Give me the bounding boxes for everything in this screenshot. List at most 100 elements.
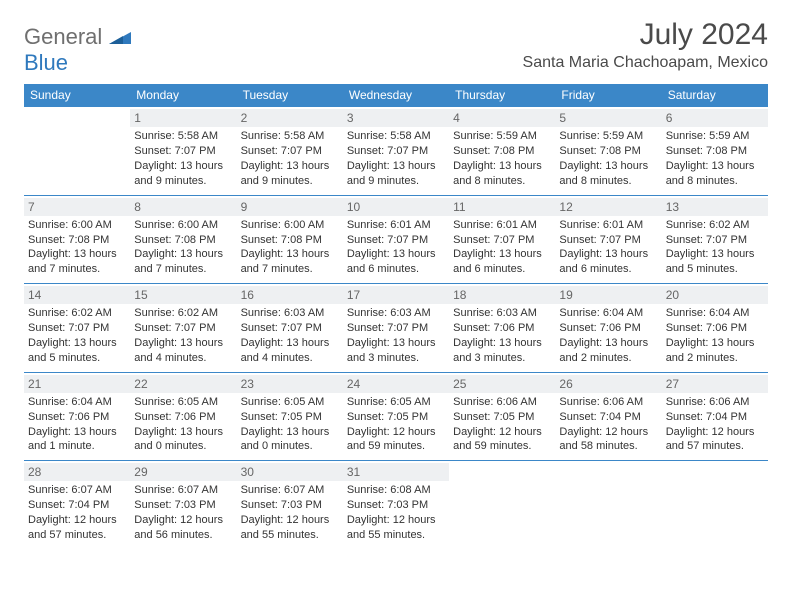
calendar-cell: 3Sunrise: 5:58 AMSunset: 7:07 PMDaylight…	[343, 107, 449, 196]
day-number: 27	[662, 375, 768, 393]
sunrise-text: Sunrise: 6:07 AM	[241, 483, 339, 498]
day-number: 17	[343, 286, 449, 304]
sunset-text: Sunset: 7:05 PM	[241, 410, 339, 425]
sunrise-text: Sunrise: 6:01 AM	[453, 218, 551, 233]
day-number: 23	[237, 375, 343, 393]
calendar-week: 7Sunrise: 6:00 AMSunset: 7:08 PMDaylight…	[24, 195, 768, 284]
sunset-text: Sunset: 7:06 PM	[559, 321, 657, 336]
sunset-text: Sunset: 7:06 PM	[453, 321, 551, 336]
day-number: 2	[237, 109, 343, 127]
daylight-text: Daylight: 13 hours and 2 minutes.	[666, 336, 764, 366]
sunrise-text: Sunrise: 6:05 AM	[241, 395, 339, 410]
day-number: 7	[24, 198, 130, 216]
calendar-cell: 24Sunrise: 6:05 AMSunset: 7:05 PMDayligh…	[343, 372, 449, 461]
sunset-text: Sunset: 7:04 PM	[559, 410, 657, 425]
calendar-cell: 26Sunrise: 6:06 AMSunset: 7:04 PMDayligh…	[555, 372, 661, 461]
sunrise-text: Sunrise: 6:03 AM	[241, 306, 339, 321]
calendar-cell	[555, 461, 661, 549]
sunrise-text: Sunrise: 6:02 AM	[134, 306, 232, 321]
day-number: 13	[662, 198, 768, 216]
day-number: 12	[555, 198, 661, 216]
calendar-cell: 20Sunrise: 6:04 AMSunset: 7:06 PMDayligh…	[662, 284, 768, 373]
logo: General Blue	[24, 24, 131, 76]
weekday-header: Thursday	[449, 84, 555, 107]
daylight-text: Daylight: 13 hours and 8 minutes.	[666, 159, 764, 189]
weekday-header: Wednesday	[343, 84, 449, 107]
daylight-text: Daylight: 13 hours and 8 minutes.	[559, 159, 657, 189]
day-number: 26	[555, 375, 661, 393]
sunset-text: Sunset: 7:07 PM	[241, 321, 339, 336]
sunset-text: Sunset: 7:08 PM	[241, 233, 339, 248]
day-number: 1	[130, 109, 236, 127]
calendar-week: 21Sunrise: 6:04 AMSunset: 7:06 PMDayligh…	[24, 372, 768, 461]
sunrise-text: Sunrise: 6:00 AM	[28, 218, 126, 233]
daylight-text: Daylight: 12 hours and 55 minutes.	[347, 513, 445, 543]
sunset-text: Sunset: 7:07 PM	[134, 321, 232, 336]
daylight-text: Daylight: 13 hours and 9 minutes.	[241, 159, 339, 189]
calendar-cell: 31Sunrise: 6:08 AMSunset: 7:03 PMDayligh…	[343, 461, 449, 549]
daylight-text: Daylight: 12 hours and 57 minutes.	[28, 513, 126, 543]
calendar-cell	[24, 107, 130, 196]
calendar-cell: 4Sunrise: 5:59 AMSunset: 7:08 PMDaylight…	[449, 107, 555, 196]
sunset-text: Sunset: 7:07 PM	[347, 233, 445, 248]
sunset-text: Sunset: 7:08 PM	[28, 233, 126, 248]
calendar-cell: 2Sunrise: 5:58 AMSunset: 7:07 PMDaylight…	[237, 107, 343, 196]
weekday-header: Friday	[555, 84, 661, 107]
sunrise-text: Sunrise: 6:05 AM	[347, 395, 445, 410]
weekday-header: Saturday	[662, 84, 768, 107]
calendar-cell: 8Sunrise: 6:00 AMSunset: 7:08 PMDaylight…	[130, 195, 236, 284]
calendar-cell: 25Sunrise: 6:06 AMSunset: 7:05 PMDayligh…	[449, 372, 555, 461]
sunrise-text: Sunrise: 5:59 AM	[453, 129, 551, 144]
day-number: 8	[130, 198, 236, 216]
location: Santa Maria Chachoapam, Mexico	[523, 54, 768, 72]
day-number: 6	[662, 109, 768, 127]
sunrise-text: Sunrise: 6:06 AM	[453, 395, 551, 410]
sunrise-text: Sunrise: 6:07 AM	[134, 483, 232, 498]
sunset-text: Sunset: 7:07 PM	[347, 144, 445, 159]
calendar-cell: 13Sunrise: 6:02 AMSunset: 7:07 PMDayligh…	[662, 195, 768, 284]
day-number: 15	[130, 286, 236, 304]
sunset-text: Sunset: 7:07 PM	[134, 144, 232, 159]
sunrise-text: Sunrise: 6:04 AM	[559, 306, 657, 321]
sunset-text: Sunset: 7:03 PM	[241, 498, 339, 513]
calendar-cell: 19Sunrise: 6:04 AMSunset: 7:06 PMDayligh…	[555, 284, 661, 373]
daylight-text: Daylight: 13 hours and 8 minutes.	[453, 159, 551, 189]
logo-triangle-icon	[109, 28, 131, 44]
logo-part2: Blue	[24, 50, 68, 75]
daylight-text: Daylight: 13 hours and 6 minutes.	[347, 247, 445, 277]
daylight-text: Daylight: 13 hours and 9 minutes.	[347, 159, 445, 189]
sunset-text: Sunset: 7:04 PM	[666, 410, 764, 425]
sunset-text: Sunset: 7:05 PM	[347, 410, 445, 425]
calendar-week: 14Sunrise: 6:02 AMSunset: 7:07 PMDayligh…	[24, 284, 768, 373]
sunset-text: Sunset: 7:07 PM	[28, 321, 126, 336]
sunrise-text: Sunrise: 6:00 AM	[241, 218, 339, 233]
sunset-text: Sunset: 7:07 PM	[241, 144, 339, 159]
sunset-text: Sunset: 7:07 PM	[453, 233, 551, 248]
calendar-week: 1Sunrise: 5:58 AMSunset: 7:07 PMDaylight…	[24, 107, 768, 196]
calendar-cell: 27Sunrise: 6:06 AMSunset: 7:04 PMDayligh…	[662, 372, 768, 461]
sunset-text: Sunset: 7:08 PM	[666, 144, 764, 159]
calendar-cell: 17Sunrise: 6:03 AMSunset: 7:07 PMDayligh…	[343, 284, 449, 373]
sunset-text: Sunset: 7:07 PM	[559, 233, 657, 248]
sunrise-text: Sunrise: 6:01 AM	[347, 218, 445, 233]
daylight-text: Daylight: 13 hours and 5 minutes.	[28, 336, 126, 366]
calendar-body: 1Sunrise: 5:58 AMSunset: 7:07 PMDaylight…	[24, 107, 768, 549]
daylight-text: Daylight: 13 hours and 1 minute.	[28, 425, 126, 455]
daylight-text: Daylight: 13 hours and 7 minutes.	[241, 247, 339, 277]
calendar-cell: 22Sunrise: 6:05 AMSunset: 7:06 PMDayligh…	[130, 372, 236, 461]
sunset-text: Sunset: 7:08 PM	[134, 233, 232, 248]
day-number: 3	[343, 109, 449, 127]
sunrise-text: Sunrise: 6:02 AM	[28, 306, 126, 321]
day-number: 30	[237, 463, 343, 481]
sunrise-text: Sunrise: 6:03 AM	[453, 306, 551, 321]
month-title: July 2024	[523, 18, 768, 52]
day-number: 21	[24, 375, 130, 393]
calendar-cell: 28Sunrise: 6:07 AMSunset: 7:04 PMDayligh…	[24, 461, 130, 549]
day-number: 10	[343, 198, 449, 216]
sunrise-text: Sunrise: 6:05 AM	[134, 395, 232, 410]
sunrise-text: Sunrise: 6:04 AM	[666, 306, 764, 321]
day-number: 11	[449, 198, 555, 216]
daylight-text: Daylight: 12 hours and 56 minutes.	[134, 513, 232, 543]
daylight-text: Daylight: 12 hours and 55 minutes.	[241, 513, 339, 543]
daylight-text: Daylight: 13 hours and 0 minutes.	[134, 425, 232, 455]
